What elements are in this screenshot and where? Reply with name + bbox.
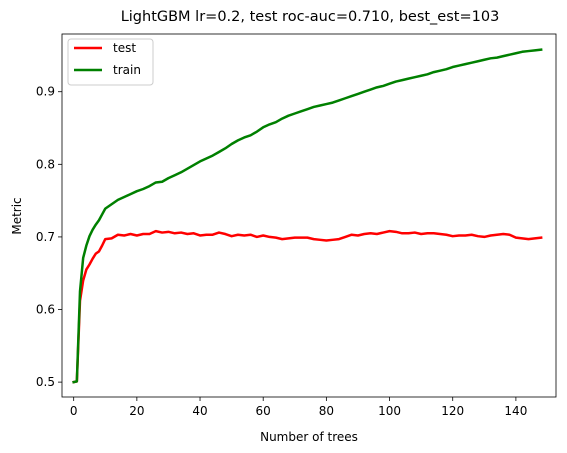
legend-label-test: test: [113, 41, 136, 55]
series-layer: [72, 48, 543, 384]
y-tick-label: 0.7: [36, 230, 55, 244]
x-tick-label: 20: [129, 404, 144, 418]
y-axis-label: Metric: [10, 197, 24, 234]
series-line-train: [72, 48, 543, 384]
x-tick-label: 100: [378, 404, 401, 418]
x-tick-label: 0: [70, 404, 78, 418]
legend-frame: [67, 38, 154, 86]
y-tick-label: 0.6: [36, 303, 55, 317]
chart-title: LightGBM lr=0.2, test roc-auc=0.710, bes…: [121, 9, 500, 25]
legend: test train: [67, 38, 154, 86]
y-tick-label: 0.9: [36, 85, 55, 99]
x-tick-label: 120: [441, 404, 464, 418]
y-tick-label: 0.5: [36, 375, 55, 389]
y-axis: 0.5 0.6 0.7 0.8 0.9: [36, 85, 62, 389]
x-axis: 0 20 40 60 80 100 120 140: [70, 397, 527, 418]
legend-label-train: train: [113, 63, 141, 77]
x-tick-label: 40: [192, 404, 207, 418]
y-tick-label: 0.8: [36, 157, 55, 171]
x-tick-label: 60: [256, 404, 271, 418]
x-axis-label: Number of trees: [260, 430, 358, 444]
x-tick-label: 80: [319, 404, 334, 418]
series-line-test: [72, 229, 543, 384]
x-tick-label: 140: [504, 404, 527, 418]
plot-area: [61, 33, 557, 398]
